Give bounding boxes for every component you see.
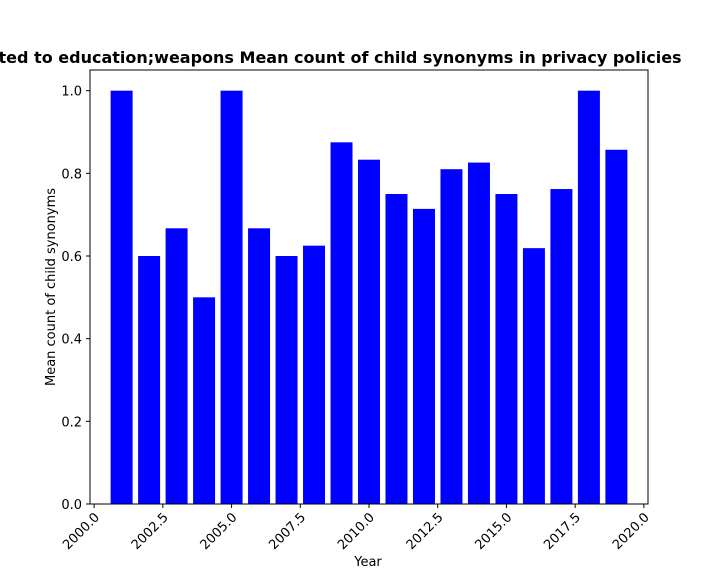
bar-2013 [440,169,463,504]
x-tick-label: 2020.0 [610,510,653,553]
x-tick-label: 2005.0 [198,510,241,553]
y-tick-label: 0.8 [61,167,82,182]
x-tick-label: 2000.0 [60,510,103,553]
bar-2003 [165,228,188,504]
y-tick-label: 0.2 [61,415,82,430]
y-tick-label: 1.0 [61,85,82,100]
x-tick-label: 2017.5 [541,510,584,553]
bar-2018 [577,90,600,505]
y-axis: 0.0 0.2 0.4 0.6 0.8 1.0 [61,85,90,513]
y-tick-label: 0.0 [61,498,82,513]
bar-2014 [467,162,490,504]
plot-area [89,69,649,505]
bar-2002 [138,256,161,504]
y-tick-label: 0.4 [61,333,82,348]
bar-2006 [248,228,271,504]
bar-2009 [330,142,353,505]
bar-2010 [358,159,380,504]
bar-2001 [110,90,133,505]
bar-2019 [605,149,628,505]
y-tick-label: 0.6 [61,250,82,265]
bar-2011 [385,194,408,504]
x-tick-label: 2015.0 [472,510,515,553]
x-axis-label: Year [353,555,382,570]
x-tick-label: 2012.5 [404,510,447,553]
x-tick-label: 2002.5 [129,510,172,553]
bar-2012 [412,208,435,504]
chart-title: Percentage of cases where queried polici… [0,48,682,67]
x-tick-label: 2007.5 [266,510,309,553]
bar-2016 [522,248,545,504]
x-tick-label: 2010.0 [335,510,378,553]
bar-2017 [550,189,573,505]
bar-2005 [220,90,243,505]
bar-2015 [495,194,518,504]
x-axis: 2000.0 2002.5 2005.0 2007.5 2010.0 2012.5 2015… [60,504,653,553]
y-axis-label: Mean count of child synonyms [44,188,59,386]
bar-2008 [303,245,326,504]
bar-2007 [275,256,298,504]
bar-2004 [193,297,216,504]
